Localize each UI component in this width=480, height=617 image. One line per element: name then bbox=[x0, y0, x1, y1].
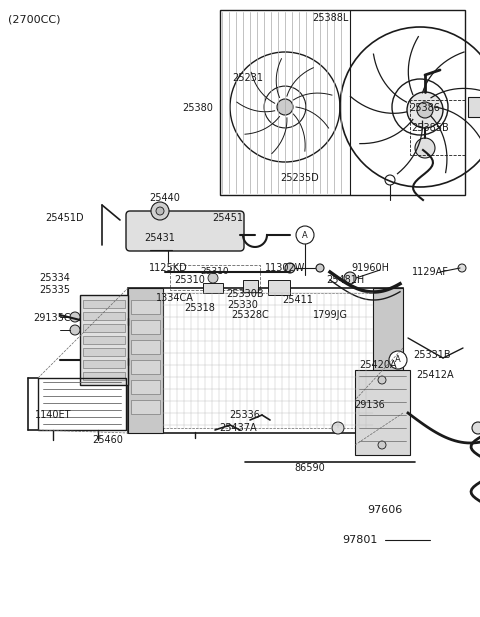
Bar bbox=[468, 97, 480, 117]
Bar bbox=[203, 283, 223, 293]
Text: 1129AF: 1129AF bbox=[411, 267, 448, 277]
Bar bbox=[243, 280, 258, 292]
Bar bbox=[131, 380, 160, 394]
Text: 91960H: 91960H bbox=[351, 263, 389, 273]
Bar bbox=[128, 288, 403, 433]
Text: A: A bbox=[302, 231, 308, 239]
Text: 86590: 86590 bbox=[295, 463, 325, 473]
Text: 25331B: 25331B bbox=[413, 350, 451, 360]
Text: 25235D: 25235D bbox=[281, 173, 319, 183]
Text: 97801: 97801 bbox=[342, 535, 378, 545]
Text: 25481H: 25481H bbox=[326, 275, 364, 285]
Bar bbox=[131, 300, 160, 314]
Text: A: A bbox=[395, 355, 401, 365]
Circle shape bbox=[407, 92, 443, 128]
Circle shape bbox=[472, 422, 480, 434]
Text: 25420A: 25420A bbox=[359, 360, 397, 370]
Text: 25336: 25336 bbox=[229, 410, 261, 420]
Bar bbox=[128, 288, 163, 433]
Bar bbox=[355, 370, 410, 455]
Text: 25231: 25231 bbox=[232, 73, 264, 83]
Circle shape bbox=[378, 441, 386, 449]
Circle shape bbox=[296, 226, 314, 244]
Text: (2700CC): (2700CC) bbox=[8, 14, 60, 24]
Bar bbox=[133, 293, 398, 428]
Bar bbox=[131, 360, 160, 374]
Bar bbox=[131, 340, 160, 354]
Bar bbox=[38, 378, 126, 430]
Circle shape bbox=[277, 99, 293, 115]
Text: 25386: 25386 bbox=[409, 103, 441, 113]
Bar bbox=[83, 348, 125, 356]
Circle shape bbox=[332, 422, 344, 434]
Circle shape bbox=[408, 95, 432, 119]
Text: 25412A: 25412A bbox=[416, 370, 454, 380]
Text: 25330B: 25330B bbox=[226, 289, 264, 299]
Bar bbox=[373, 288, 403, 433]
Text: 11302W: 11302W bbox=[265, 263, 305, 273]
Circle shape bbox=[316, 264, 324, 272]
Text: 1334CA: 1334CA bbox=[156, 293, 194, 303]
Text: 25318: 25318 bbox=[185, 303, 216, 313]
Circle shape bbox=[70, 325, 80, 335]
Circle shape bbox=[415, 138, 435, 158]
FancyBboxPatch shape bbox=[126, 211, 244, 251]
Text: 25411: 25411 bbox=[283, 295, 313, 305]
Text: 25310: 25310 bbox=[175, 275, 205, 285]
Text: 25380: 25380 bbox=[182, 103, 214, 113]
Text: 25330: 25330 bbox=[228, 300, 258, 310]
Bar bbox=[131, 400, 160, 414]
Bar bbox=[83, 324, 125, 332]
Text: 29135C: 29135C bbox=[33, 313, 71, 323]
Text: 97606: 97606 bbox=[367, 505, 403, 515]
Circle shape bbox=[389, 351, 407, 369]
Text: 25451: 25451 bbox=[213, 213, 243, 223]
Text: 25431: 25431 bbox=[144, 233, 175, 243]
Circle shape bbox=[156, 207, 164, 215]
Circle shape bbox=[151, 202, 169, 220]
Bar bbox=[83, 312, 125, 320]
Text: 25335: 25335 bbox=[39, 285, 71, 295]
Bar bbox=[83, 300, 125, 308]
Circle shape bbox=[285, 263, 295, 273]
Circle shape bbox=[458, 264, 466, 272]
Bar bbox=[80, 295, 128, 385]
Text: 25451D: 25451D bbox=[46, 213, 84, 223]
Bar bbox=[220, 10, 465, 195]
Text: 25310: 25310 bbox=[201, 267, 229, 276]
Text: 1140ET: 1140ET bbox=[35, 410, 71, 420]
Circle shape bbox=[344, 272, 356, 284]
Text: 25328C: 25328C bbox=[231, 310, 269, 320]
Bar bbox=[131, 320, 160, 334]
Circle shape bbox=[70, 312, 80, 322]
Bar bbox=[170, 265, 260, 290]
Bar bbox=[83, 336, 125, 344]
Text: 1799JG: 1799JG bbox=[312, 310, 348, 320]
Text: 25388L: 25388L bbox=[312, 13, 348, 23]
Text: 25437A: 25437A bbox=[219, 423, 257, 433]
Text: 25440: 25440 bbox=[150, 193, 180, 203]
Bar bbox=[83, 360, 125, 368]
Text: 25460: 25460 bbox=[93, 435, 123, 445]
Circle shape bbox=[378, 376, 386, 384]
Text: 29136: 29136 bbox=[355, 400, 385, 410]
Text: 1125KD: 1125KD bbox=[149, 263, 187, 273]
Text: 25385B: 25385B bbox=[411, 123, 449, 133]
Bar bbox=[268, 280, 290, 295]
Circle shape bbox=[208, 273, 218, 283]
Bar bbox=[83, 372, 125, 380]
Text: 25334: 25334 bbox=[39, 273, 71, 283]
Circle shape bbox=[417, 102, 433, 118]
